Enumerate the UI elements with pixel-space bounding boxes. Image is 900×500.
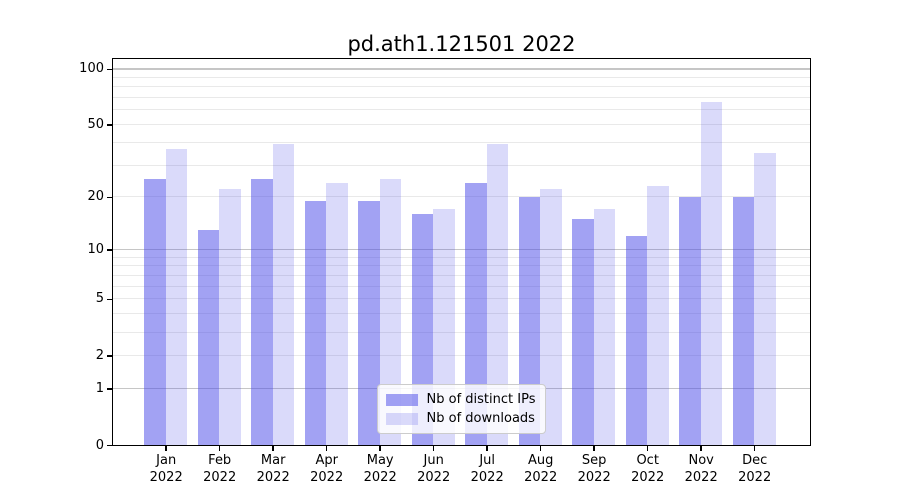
x-tick-label: Apr 2022 <box>310 453 344 485</box>
x-tick-mark <box>432 445 435 451</box>
y-gridline-minor <box>113 124 810 126</box>
y-gridline-minor <box>113 354 810 356</box>
y-gridline-minor <box>113 86 810 88</box>
y-gridline-minor <box>113 76 810 78</box>
x-tick-mark <box>539 445 542 451</box>
bar-downloads <box>272 144 295 445</box>
bar-distinct-ips <box>518 196 541 445</box>
y-gridline-minor <box>113 331 810 333</box>
x-tick-mark <box>486 445 488 451</box>
y-tick-label: 1 <box>95 381 104 396</box>
x-tick-label: Sep 2022 <box>577 453 611 485</box>
bar-distinct-ips <box>251 179 273 445</box>
y-gridline-minor <box>113 313 810 315</box>
y-gridline-minor <box>113 275 810 277</box>
x-tick-label: Nov 2022 <box>684 453 718 485</box>
legend-item-distinct-ips: Nb of distinct IPs <box>385 390 536 409</box>
x-tick-mark <box>593 445 595 451</box>
legend: Nb of distinct IPs Nb of downloads <box>376 384 547 434</box>
legend-label-distinct-ips: Nb of distinct IPs <box>426 392 536 407</box>
bar-downloads <box>486 144 509 445</box>
x-tick-mark <box>753 445 756 451</box>
bar-downloads <box>700 102 723 445</box>
y-tick-label: 5 <box>95 291 104 307</box>
y-gridline-minor <box>113 256 810 258</box>
y-gridline-minor <box>113 196 810 198</box>
bar-downloads <box>754 152 776 445</box>
y-gridline-minor <box>113 97 810 99</box>
x-tick-label: Jul 2022 <box>470 453 504 485</box>
y-tick-mark <box>107 68 112 71</box>
bar-downloads <box>379 179 402 445</box>
bar-downloads <box>219 189 241 445</box>
y-gridline-major <box>113 248 810 251</box>
y-tick-mark <box>107 388 112 390</box>
x-tick-mark <box>325 445 328 451</box>
y-gridline-minor <box>113 141 810 143</box>
x-tick-label: Feb 2022 <box>203 453 237 485</box>
y-tick-label: 2 <box>95 347 104 363</box>
bar-downloads <box>593 209 616 445</box>
chart-title: pd.ath1.121501 2022 <box>347 32 576 56</box>
y-tick-label: 100 <box>79 61 104 77</box>
legend-swatch-distinct-ips <box>385 393 418 406</box>
y-tick-mark <box>107 124 112 126</box>
y-tick-mark <box>107 249 112 251</box>
x-tick-mark <box>646 445 649 451</box>
y-gridline-minor <box>113 109 810 111</box>
legend-swatch-downloads <box>385 412 418 425</box>
x-tick-mark <box>218 445 221 451</box>
x-tick-label: May 2022 <box>363 453 397 485</box>
y-tick-label: 0 <box>95 437 104 453</box>
bar-distinct-ips <box>572 219 594 445</box>
y-tick-label: 50 <box>87 117 104 133</box>
y-tick-label: 10 <box>87 242 104 258</box>
plot-area: Nb of distinct IPs Nb of downloads <box>112 58 811 446</box>
x-tick-label: Mar 2022 <box>256 453 290 485</box>
bar-downloads <box>647 186 669 445</box>
bar-distinct-ips <box>144 179 166 445</box>
y-gridline-minor <box>113 298 810 300</box>
x-tick-mark <box>700 445 702 451</box>
x-tick-mark <box>379 445 381 451</box>
bar-distinct-ips <box>465 182 487 445</box>
x-tick-label: Dec 2022 <box>738 453 772 485</box>
bar-downloads <box>326 182 348 445</box>
bar-distinct-ips <box>304 200 327 445</box>
x-tick-label: Jun 2022 <box>417 453 451 485</box>
y-gridline-minor <box>113 285 810 287</box>
bar-distinct-ips <box>358 200 380 445</box>
bar-distinct-ips <box>197 229 220 445</box>
x-tick-label: Aug 2022 <box>524 453 558 485</box>
y-tick-mark <box>107 444 112 447</box>
y-gridline-minor <box>113 164 810 166</box>
bar-downloads <box>540 189 562 445</box>
x-tick-label: Oct 2022 <box>631 453 665 485</box>
x-tick-label: Jan 2022 <box>149 453 183 485</box>
x-tick-mark <box>165 445 167 451</box>
y-gridline-major <box>113 68 810 70</box>
y-gridline-minor <box>113 265 810 267</box>
bar-distinct-ips <box>679 196 701 445</box>
legend-label-downloads: Nb of downloads <box>426 411 535 426</box>
y-tick-mark <box>107 298 112 301</box>
y-tick-label: 20 <box>87 189 104 205</box>
bar-distinct-ips <box>625 235 648 445</box>
legend-item-downloads: Nb of downloads <box>385 409 536 428</box>
x-tick-mark <box>272 445 274 451</box>
y-tick-mark <box>107 196 112 199</box>
bar-downloads <box>165 148 188 445</box>
y-tick-mark <box>107 355 112 357</box>
bar-distinct-ips <box>732 196 755 445</box>
